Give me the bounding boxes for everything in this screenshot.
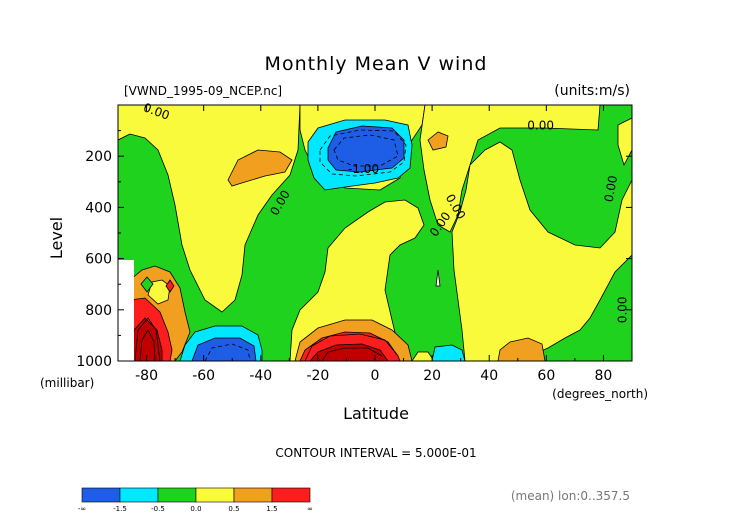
contour-line-positive-center-1 (304, 333, 399, 361)
x-axis-label: Latitude (343, 404, 409, 423)
y-tick-label: 400 (85, 200, 112, 216)
colorbar-tick-label: -∞ (78, 505, 86, 513)
colorbar-swatch (81, 487, 121, 503)
x-tick-label: 20 (423, 368, 441, 384)
colorbar-swatch (119, 487, 159, 503)
contour-line-positive-antarctic-2 (139, 329, 156, 361)
x-tick-label: -80 (135, 368, 158, 384)
contour-field (118, 105, 632, 361)
colorbar-swatch (271, 487, 311, 503)
band-positive-right-edge (617, 117, 632, 167)
band-strong-negative-bottom-left (191, 337, 257, 361)
y-tick-label: 1000 (76, 354, 112, 370)
colorbar-swatch (195, 487, 235, 503)
band-positive-right-diagonal (451, 141, 632, 361)
band-moderate-positive-top-center-right (427, 131, 449, 151)
contour-line-negative-upper-outer (319, 129, 407, 177)
contour-interval-text: CONTOUR INTERVAL = 5.000E-01 (275, 446, 476, 460)
band-strong-positive-antarctic-pocket (165, 279, 175, 293)
x-tick-label: 0 (371, 368, 380, 384)
contour-label: -1.00 (348, 162, 379, 176)
x-tick-label: -20 (306, 368, 329, 384)
colorbar-swatch (157, 487, 197, 503)
band-positive-mid-center (289, 199, 425, 361)
below-ground-mask (118, 260, 134, 361)
band-positive-bottom-center-right (411, 351, 435, 361)
contour-label: 0.00 (615, 296, 629, 323)
y-tick-label: 800 (85, 303, 112, 319)
x-tick-label: 60 (537, 368, 555, 384)
x-tick-label: 40 (480, 368, 498, 384)
colorbar-tick-label: 0.5 (228, 505, 239, 513)
band-strong-negative-upper-jet (327, 125, 405, 173)
band-moderate-positive-left-upper (227, 149, 293, 187)
contour-label: 0.00 (527, 118, 554, 132)
colorbar: -∞ -1.5 -0.5 0.0 0.5 1.5 ∞ (78, 487, 313, 513)
colorbar-tick-label: -1.5 (113, 505, 127, 513)
contour-line-positive-antarctic-1 (134, 317, 161, 361)
units-label: (units:m/s) (554, 83, 630, 99)
chart-title: Monthly Mean V wind (265, 53, 488, 75)
x-tick-label: -60 (192, 368, 215, 384)
x-tick-label: 80 (595, 368, 613, 384)
band-moderate-positive-bottom-right (497, 337, 546, 361)
colorbar-swatch (233, 487, 273, 503)
band-positive-top-right-upper (419, 105, 601, 233)
colorbar-tick-label: -0.5 (151, 505, 165, 513)
band-near-zero-antarctic-pocket (140, 276, 154, 293)
y-axis-label: Level (47, 217, 66, 259)
y-tick-label: 600 (85, 252, 112, 268)
contour-line-negative-bottom-left (204, 343, 251, 361)
file-label: [VWND_1995-09_NCEP.nc] (124, 84, 282, 98)
y-unit-label: (millibar) (40, 376, 94, 390)
band-negative-bottom-center (431, 344, 466, 361)
y-tick-label: 200 (85, 149, 112, 165)
contour-line-negative-upper-inner (333, 134, 399, 167)
colorbar-tick-label: ∞ (307, 505, 313, 513)
x-tick-label: -40 (249, 368, 272, 384)
colorbar-tick-label: 1.5 (266, 505, 277, 513)
small-tongue-mark (435, 269, 441, 287)
x-unit-label: (degrees_north) (552, 387, 648, 401)
colorbar-tick-label: 0.0 (190, 505, 201, 513)
contour-line-positive-center-2 (321, 347, 383, 361)
y-axis: 200 400 600 800 1000 (76, 130, 632, 370)
mean-text: (mean) lon:0..357.5 (511, 489, 630, 503)
contour-label: 0.00 (602, 174, 620, 203)
